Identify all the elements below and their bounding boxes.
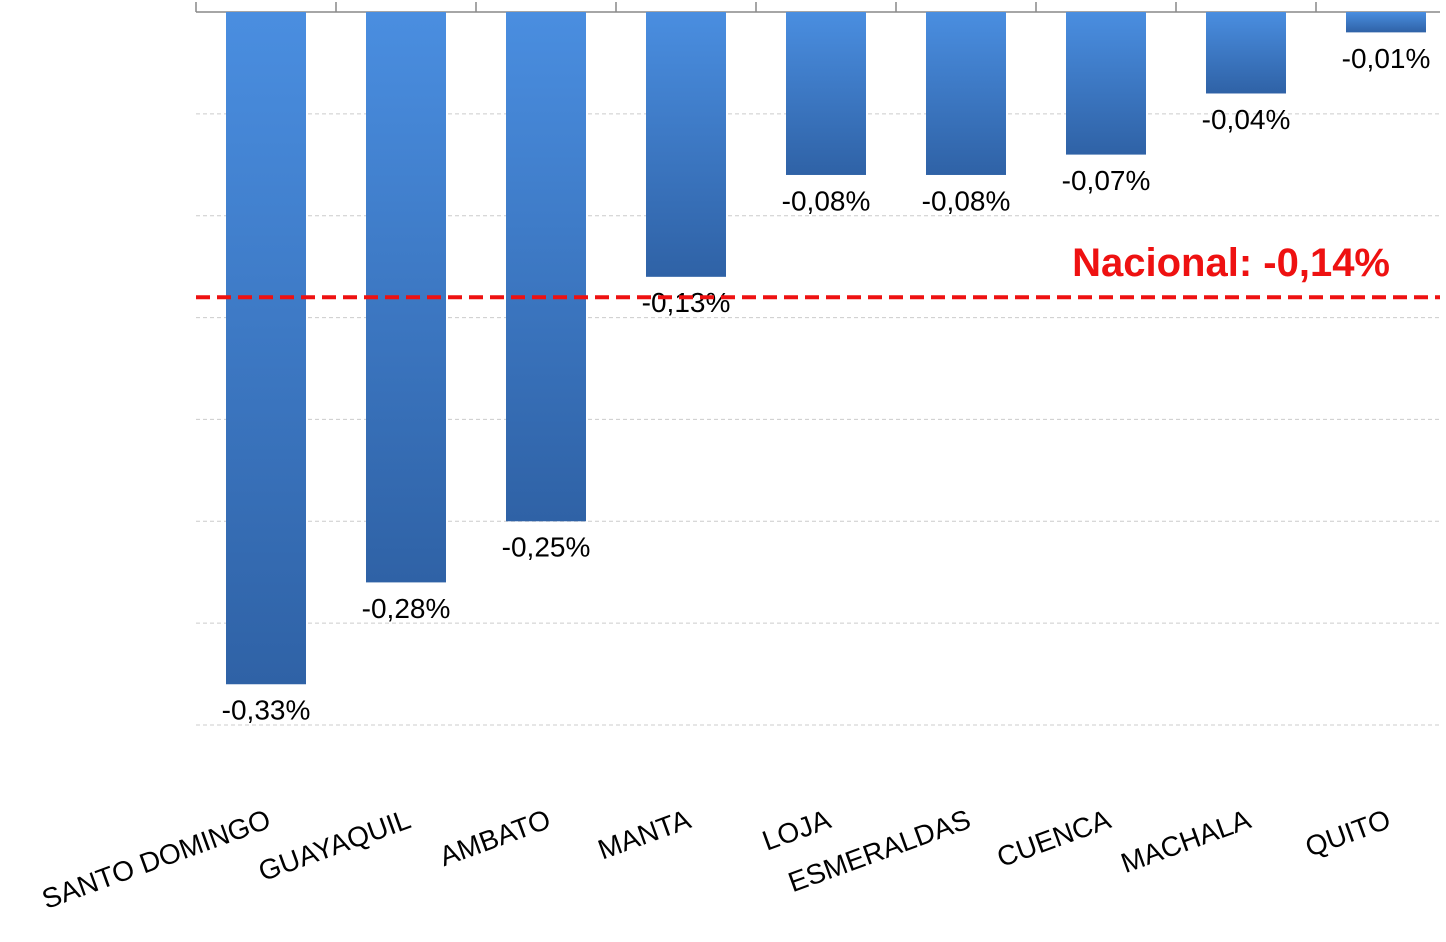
value-label: -0,08% (922, 185, 1011, 216)
x-tick-label: GUAYAQUIL (254, 803, 414, 887)
bar (926, 12, 1006, 175)
value-label: -0,33% (222, 695, 311, 726)
bar (646, 12, 726, 277)
value-label: -0,04% (1202, 104, 1291, 135)
reference-label: Nacional: -0,14% (1072, 241, 1390, 285)
value-label: -0,25% (502, 532, 591, 563)
value-label: -0,28% (362, 593, 451, 624)
value-label: -0,01% (1342, 43, 1431, 74)
x-tick-label: QUITO (1301, 803, 1394, 862)
value-label: -0,07% (1062, 165, 1151, 196)
x-tick-label: SANTO DOMINGO (38, 803, 275, 914)
bar (786, 12, 866, 175)
x-tick-label: AMBATO (435, 803, 554, 872)
bar (506, 12, 586, 522)
bar (1066, 12, 1146, 155)
bar (226, 12, 306, 685)
value-label: -0,08% (782, 185, 871, 216)
x-tick-label: MANTA (594, 803, 695, 865)
bar (1346, 12, 1426, 33)
value-label: -0,13% (642, 287, 731, 318)
x-tick-label: MACHALA (1117, 803, 1255, 879)
bar (1206, 12, 1286, 94)
x-tick-label: LOJA (758, 803, 835, 856)
x-tick-label: CUENCA (993, 803, 1115, 873)
